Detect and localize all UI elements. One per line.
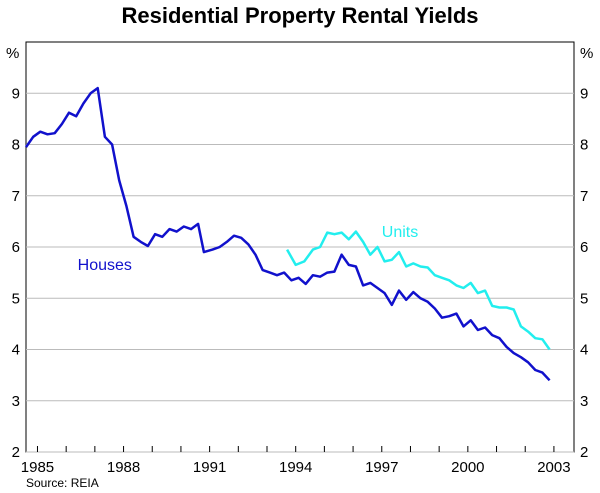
y-tick-label-left: 3 [12, 393, 20, 410]
y-unit-right: % [580, 45, 593, 62]
y-tick-label-right: 7 [580, 188, 588, 205]
y-tick-label-left: 8 [12, 137, 20, 154]
x-tick-label: 1991 [193, 459, 226, 476]
chart-title: Residential Property Rental Yields [121, 3, 479, 28]
y-ticks: 2 2 3 3 4 4 5 5 6 6 7 7 8 8 9 9 [12, 85, 589, 461]
x-tick-label: 1985 [21, 459, 54, 476]
y-tick-label-left: 7 [12, 188, 20, 205]
y-tick-label-right: 6 [580, 239, 588, 256]
gridlines [26, 92, 574, 453]
y-tick-label-left: 9 [12, 85, 20, 102]
series-line-houses [24, 86, 551, 382]
series-group: Houses Units [24, 86, 551, 382]
x-tick-label: 1997 [365, 459, 398, 476]
x-tick-label: 2000 [451, 459, 484, 476]
y-tick-label-right: 8 [580, 137, 588, 154]
y-tick-label-right: 5 [580, 290, 588, 307]
series-label-houses: Houses [78, 257, 132, 274]
y-tick-label-left: 4 [12, 342, 20, 359]
x-tick-label: 1994 [279, 459, 312, 476]
y-tick-label-left: 2 [12, 444, 20, 461]
y-tick-label-right: 3 [580, 393, 588, 410]
y-unit-left: % [6, 45, 19, 62]
y-tick-label-right: 2 [580, 444, 588, 461]
x-tick-label: 2003 [537, 459, 570, 476]
series-label-units: Units [382, 224, 418, 241]
x-tick-label: 1988 [107, 459, 140, 476]
y-tick-label-right: 4 [580, 342, 588, 359]
y-tick-label-left: 6 [12, 239, 20, 256]
y-tick-label-right: 9 [580, 85, 588, 102]
y-tick-label-left: 5 [12, 290, 20, 307]
series-line-units [286, 230, 551, 351]
x-ticks: 1985 1988 1991 1994 1997 2000 2003 [21, 446, 571, 476]
source-note: Source: REIA [26, 476, 99, 490]
